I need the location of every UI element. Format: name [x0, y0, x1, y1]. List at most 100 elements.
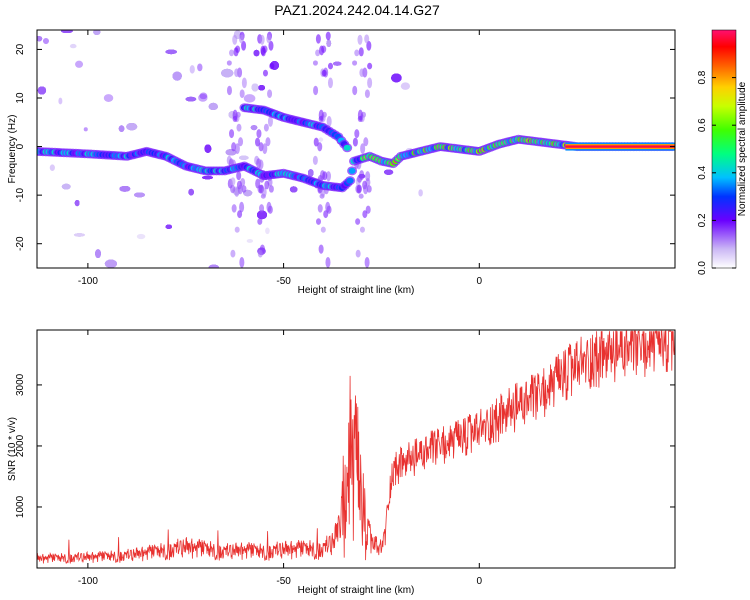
noise-speck: [356, 184, 362, 194]
spectrogram-y-label: Frequency (Hz): [7, 115, 18, 184]
noise-speck: [418, 189, 423, 197]
x-tick-label: 0: [477, 576, 483, 587]
noise-speck: [221, 68, 234, 78]
colorbar: 0.0 0.2 0.4 0.6 0.8 Normalized spectral ampl…: [697, 29, 748, 275]
noise-speck: [258, 142, 264, 152]
noise-speck: [352, 60, 358, 66]
noise-speck: [255, 137, 261, 147]
y-tick-label: 10: [15, 92, 26, 104]
noise-speck: [243, 94, 256, 103]
noise-speck: [49, 164, 55, 171]
noise-speck: [315, 49, 321, 57]
colorbar-tick-label: 0.0: [697, 261, 708, 275]
noise-speck: [61, 30, 73, 34]
noise-speck: [365, 171, 371, 182]
noise-speck: [362, 210, 368, 219]
noise-speck: [226, 60, 232, 66]
noise-speck: [366, 40, 372, 51]
noise-speck: [126, 122, 138, 131]
noise-speck: [364, 34, 370, 44]
noise-speck: [313, 85, 319, 96]
noise-speck: [93, 30, 101, 35]
noise-speck: [365, 205, 371, 214]
noise-speck: [241, 77, 247, 89]
noise-speck: [320, 226, 326, 233]
noise-speck: [202, 175, 213, 180]
snr-y-label: SNR (10 * v/v): [7, 417, 18, 481]
noise-speck: [262, 143, 268, 155]
x-tick-label: 0: [477, 276, 483, 287]
noise-speck: [239, 256, 245, 268]
noise-speck: [208, 264, 220, 268]
noise-speck: [360, 143, 366, 155]
noise-speck: [69, 43, 77, 49]
noise-speck: [268, 40, 274, 51]
noise-speck: [75, 60, 84, 68]
noise-speck: [259, 34, 265, 45]
noise-speck: [269, 62, 275, 70]
noise-speck: [355, 249, 361, 258]
noise-speck: [232, 34, 238, 45]
noise-speck: [83, 127, 88, 132]
noise-speck: [238, 34, 244, 44]
noise-speck: [318, 137, 324, 142]
y-tick-label: -20: [15, 236, 26, 251]
noise-speck: [322, 171, 328, 181]
y-tick-label: 1000: [15, 495, 26, 518]
noise-speck: [358, 193, 364, 199]
y-tick-label: 2000: [15, 434, 26, 457]
spectrogram-heatmap: [37, 30, 675, 268]
x-tick-label: -50: [276, 576, 291, 587]
noise-speck: [325, 31, 331, 41]
y-tick-label: 3000: [15, 373, 26, 396]
noise-speck: [61, 183, 71, 190]
noise-speck: [256, 129, 262, 139]
noise-speck: [326, 116, 332, 127]
noise-speck: [326, 39, 332, 47]
noise-speck: [259, 204, 265, 213]
noise-speck: [327, 62, 333, 70]
x-tick-label: -100: [78, 576, 98, 587]
noise-speck: [267, 89, 273, 99]
noise-speck: [315, 34, 321, 44]
noise-speck: [197, 63, 203, 72]
noise-speck: [119, 185, 131, 192]
noise-speck: [188, 188, 194, 196]
noise-speck: [312, 60, 318, 66]
noise-speck: [400, 82, 411, 90]
colorbar-tick-label: 0.6: [697, 118, 708, 132]
noise-speck: [316, 218, 322, 225]
snr-x-label: Height of straight line (km): [298, 585, 415, 596]
noise-speck: [236, 171, 242, 181]
noise-speck: [359, 170, 365, 181]
noise-speck: [325, 201, 331, 213]
noise-speck: [234, 226, 240, 233]
noise-speck: [359, 226, 365, 233]
noise-speck: [230, 184, 236, 194]
y-tick-label: 0: [15, 143, 26, 149]
snr-x-axis: -100 -50 0: [78, 330, 483, 587]
noise-speck: [74, 199, 80, 207]
noise-speck: [230, 177, 236, 186]
noise-speck: [367, 62, 373, 70]
colorbar-label: Normalized spectral amplitude: [737, 81, 748, 216]
noise-speck: [104, 259, 117, 268]
colorbar-gradient: [711, 29, 737, 269]
noise-speck: [262, 69, 268, 77]
noise-speck: [308, 169, 314, 177]
spectrogram-x-label: Height of straight line (km): [298, 285, 415, 296]
noise-speck: [37, 36, 43, 42]
colorbar-tick-label: 0.2: [697, 213, 708, 227]
noise-speck: [354, 129, 360, 139]
noise-speck: [238, 137, 244, 147]
snr-frame: [36, 329, 676, 569]
noise-speck: [237, 184, 243, 195]
noise-speck: [118, 125, 125, 132]
noise-speck: [363, 184, 369, 195]
noise-speck: [321, 45, 327, 53]
noise-speck: [234, 68, 240, 78]
noise-speck: [263, 123, 269, 132]
signal-blob: [348, 167, 356, 174]
noise-speck: [358, 47, 364, 57]
y-tick-label: -10: [15, 187, 26, 202]
